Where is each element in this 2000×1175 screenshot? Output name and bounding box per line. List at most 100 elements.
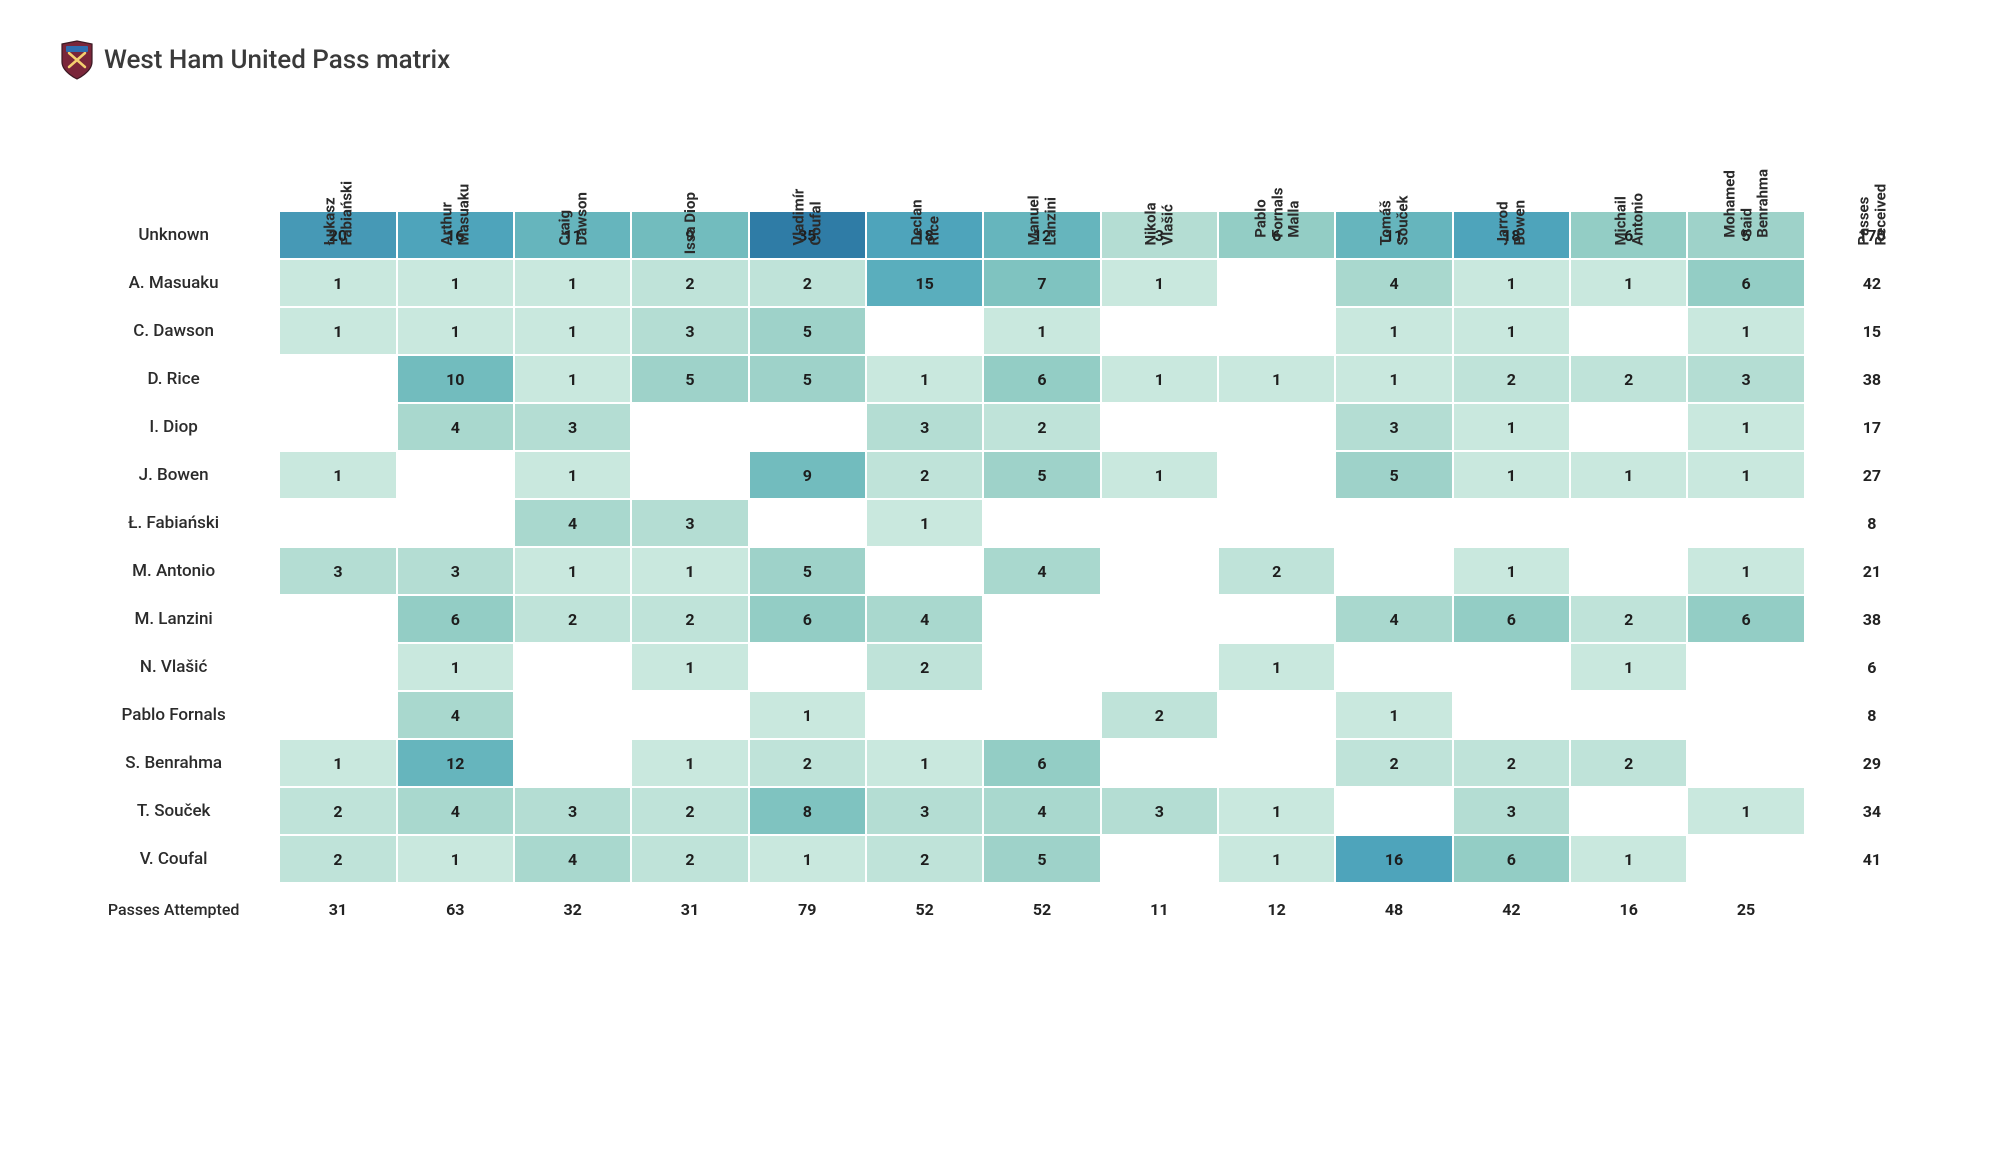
matrix-cell: 1 [515, 452, 630, 498]
matrix-cell: 2 [750, 740, 865, 786]
matrix-cell: 1 [1454, 308, 1569, 354]
matrix-cell: 3 [867, 404, 982, 450]
matrix-cell: 1 [1102, 452, 1217, 498]
column-header: Pablo Fornals Malla [1219, 88, 1334, 210]
passes-received-cell: 38 [1806, 596, 1938, 642]
passes-received-cell: 41 [1806, 836, 1938, 882]
row-header: S. Benrahma [62, 740, 278, 786]
matrix-cell: 1 [1571, 644, 1686, 690]
title-bar: West Ham United Pass matrix [60, 40, 1940, 80]
matrix-cell: 1 [867, 356, 982, 402]
table-row: M. Lanzini62264462638 [62, 596, 1938, 642]
matrix-cell [1454, 692, 1569, 738]
row-header: I. Diop [62, 404, 278, 450]
matrix-cell: 1 [515, 548, 630, 594]
matrix-cell [750, 500, 865, 546]
row-header: Ł. Fabiański [62, 500, 278, 546]
matrix-cell: 4 [398, 692, 513, 738]
column-header-label: Manuel Lanzini [1026, 126, 1059, 246]
column-header: Mohamed Said Benrahma [1688, 88, 1803, 210]
passes-received-cell: 15 [1806, 308, 1938, 354]
matrix-cell [632, 452, 747, 498]
passes-received-cell: 27 [1806, 452, 1938, 498]
column-header-label: Pablo Fornals Malla [1252, 117, 1302, 237]
matrix-cell: 1 [280, 452, 395, 498]
matrix-cell: 2 [1571, 356, 1686, 402]
column-header-label: Michail Antonio [1612, 126, 1645, 246]
passes-received-cell: 34 [1806, 788, 1938, 834]
matrix-cell: 1 [280, 260, 395, 306]
matrix-cell: 1 [1688, 404, 1803, 450]
column-header: Tomáš Souček [1336, 88, 1451, 210]
table-row: Ł. Fabiański4318 [62, 500, 1938, 546]
matrix-cell: 2 [1102, 692, 1217, 738]
matrix-cell [1219, 260, 1334, 306]
matrix-cell: 2 [1454, 356, 1569, 402]
passes-attempted-cell: 48 [1336, 884, 1451, 934]
matrix-cell: 1 [1571, 836, 1686, 882]
footer-empty-cell [1806, 884, 1938, 934]
passes-received-cell: 8 [1806, 500, 1938, 546]
matrix-cell: 15 [867, 260, 982, 306]
matrix-cell [1102, 308, 1217, 354]
column-header: Craig Dawson [515, 88, 630, 210]
matrix-cell: 3 [632, 500, 747, 546]
matrix-cell: 4 [867, 596, 982, 642]
passes-attempted-cell: 42 [1454, 884, 1569, 934]
passes-attempted-cell: 52 [867, 884, 982, 934]
matrix-cell [1219, 404, 1334, 450]
column-header: Jarrod Bowen [1454, 88, 1569, 210]
row-header: C. Dawson [62, 308, 278, 354]
matrix-cell: 2 [280, 788, 395, 834]
matrix-cell: 1 [1336, 356, 1451, 402]
matrix-cell: 8 [750, 788, 865, 834]
matrix-cell [1219, 452, 1334, 498]
matrix-cell: 1 [1454, 452, 1569, 498]
matrix-cell [632, 692, 747, 738]
matrix-cell [515, 692, 630, 738]
matrix-cell: 1 [398, 260, 513, 306]
table-row: T. Souček2432834313134 [62, 788, 1938, 834]
matrix-cell [1454, 500, 1569, 546]
matrix-cell: 1 [1688, 788, 1803, 834]
matrix-cell [515, 740, 630, 786]
row-header: D. Rice [62, 356, 278, 402]
matrix-cell: 1 [280, 740, 395, 786]
column-header: Manuel Lanzini [984, 88, 1099, 210]
matrix-cell [1102, 644, 1217, 690]
matrix-cell: 6 [750, 596, 865, 642]
column-header-label: Arthur Masuaku [439, 126, 472, 246]
table-row: D. Rice101551611122338 [62, 356, 1938, 402]
matrix-cell [1571, 788, 1686, 834]
matrix-cell [280, 692, 395, 738]
passes-attempted-cell: 16 [1571, 884, 1686, 934]
matrix-cell: 16 [1336, 836, 1451, 882]
matrix-cell: 4 [1336, 596, 1451, 642]
matrix-cell: 2 [867, 452, 982, 498]
column-header-label: Łukasz Fabiański [321, 126, 354, 246]
matrix-cell: 7 [984, 260, 1099, 306]
matrix-cell: 4 [515, 836, 630, 882]
matrix-cell [984, 500, 1099, 546]
row-header: M. Antonio [62, 548, 278, 594]
matrix-cell: 1 [1219, 836, 1334, 882]
matrix-cell [280, 500, 395, 546]
matrix-cell [1102, 404, 1217, 450]
matrix-cell [867, 548, 982, 594]
matrix-cell [1688, 644, 1803, 690]
column-header: Vladimír Coufal [750, 88, 865, 210]
matrix-cell [280, 644, 395, 690]
column-header-label: Declan Rice [908, 126, 941, 246]
matrix-cell: 1 [984, 308, 1099, 354]
matrix-cell: 3 [1336, 404, 1451, 450]
matrix-cell: 6 [1688, 260, 1803, 306]
pass-matrix-table: Łukasz Fabiański Arthur Masuaku Craig Daws… [60, 86, 1940, 936]
matrix-cell [280, 596, 395, 642]
matrix-cell: 6 [984, 740, 1099, 786]
matrix-cell: 3 [280, 548, 395, 594]
matrix-cell: 2 [632, 836, 747, 882]
matrix-cell: 2 [867, 836, 982, 882]
matrix-cell: 3 [867, 788, 982, 834]
column-header-label: Jarrod Bowen [1495, 126, 1528, 246]
passes-received-cell: 38 [1806, 356, 1938, 402]
